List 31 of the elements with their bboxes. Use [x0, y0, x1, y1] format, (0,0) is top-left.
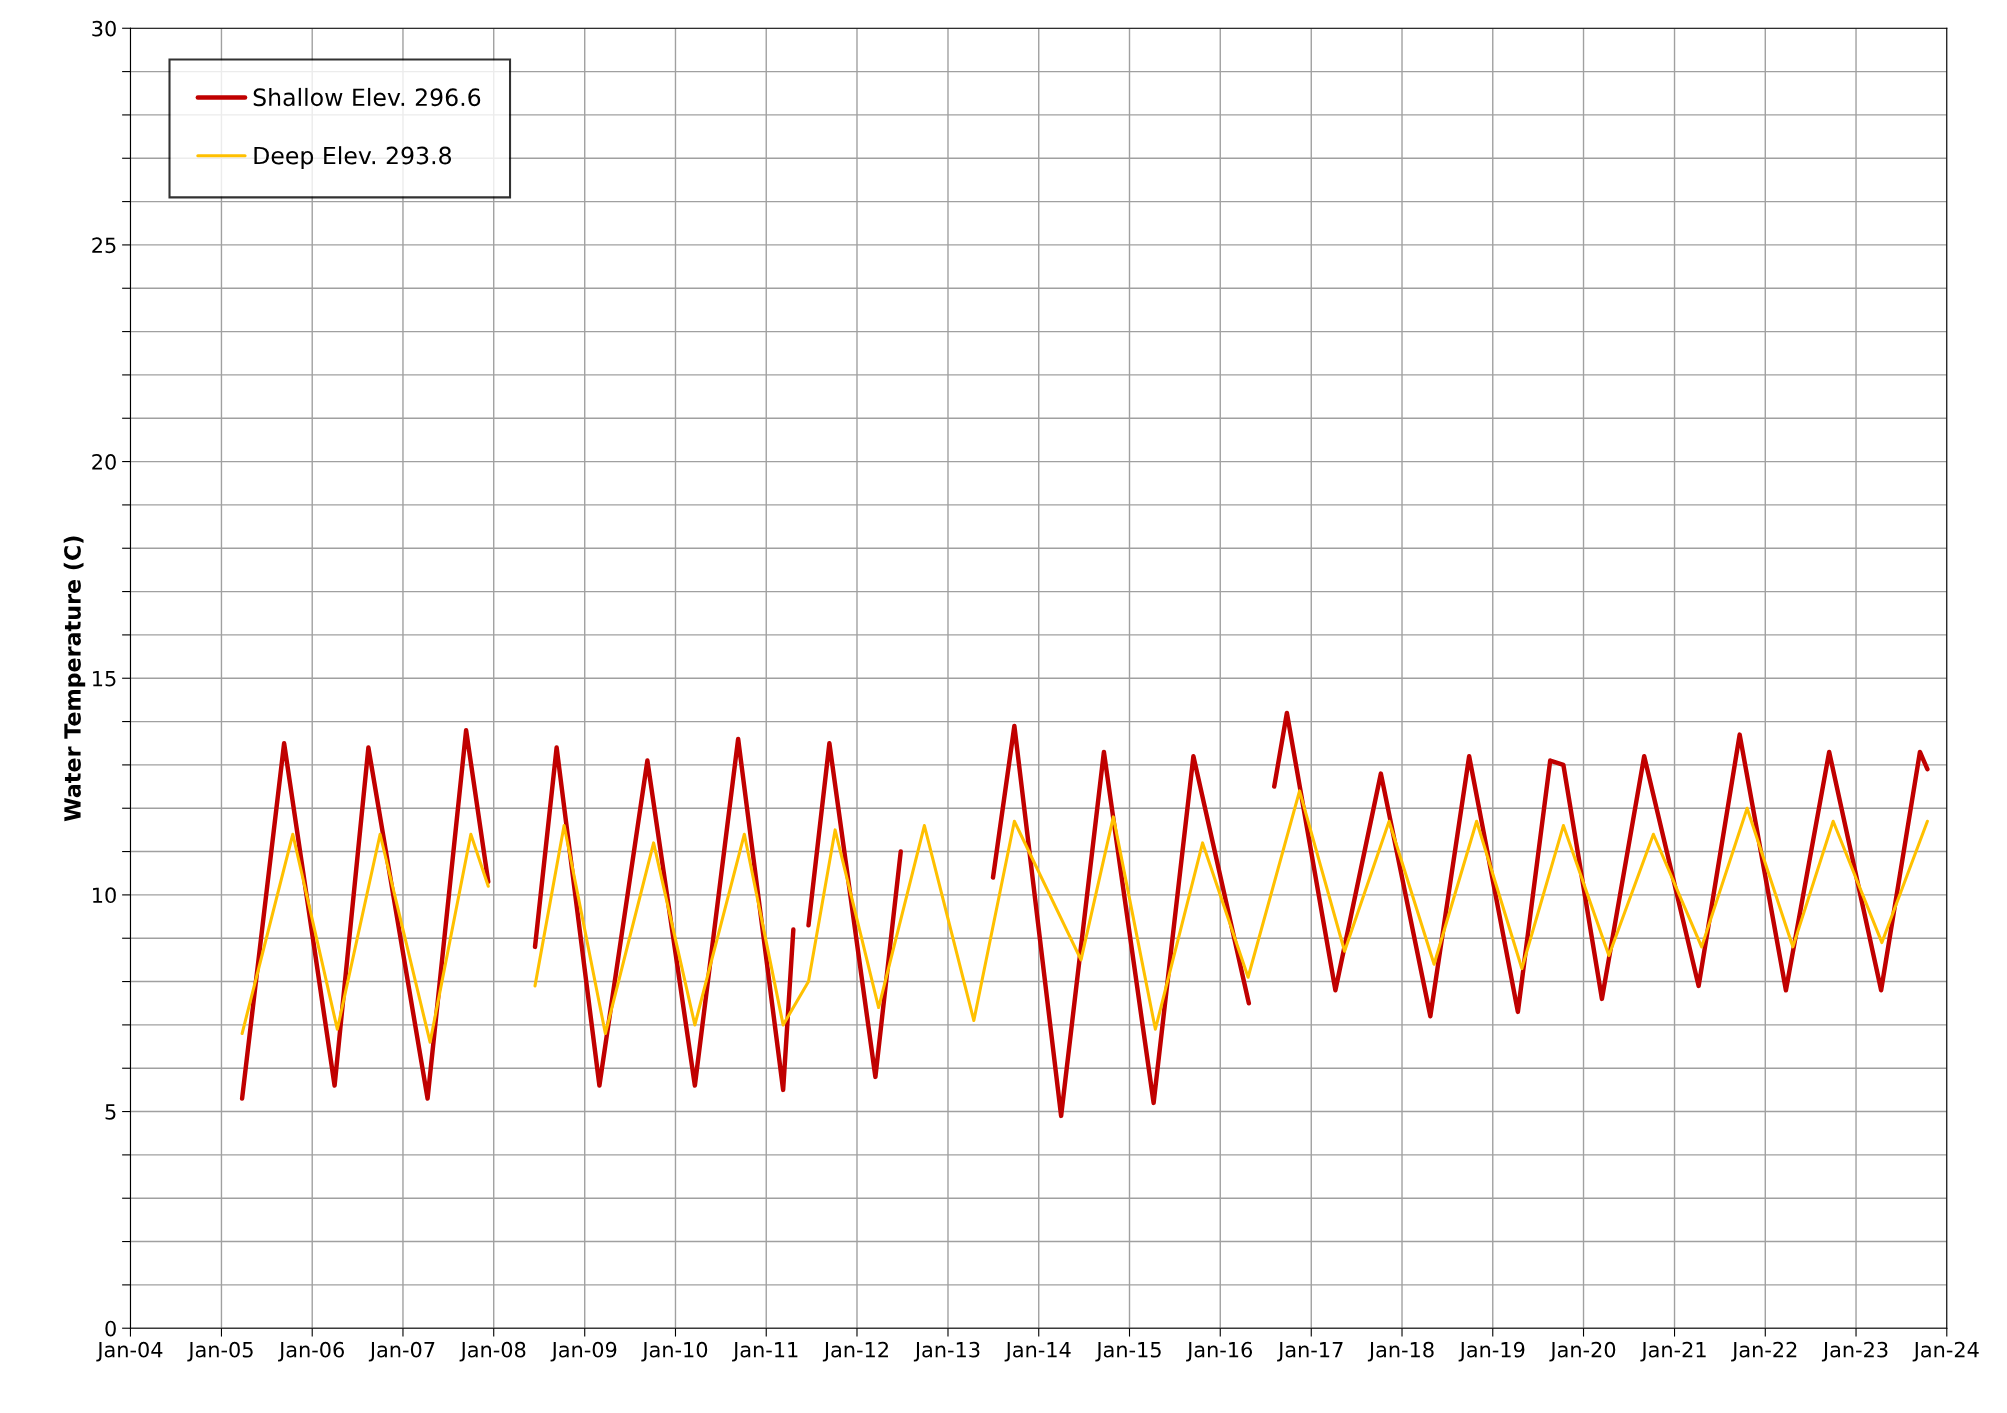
legend-label: Deep Elev. 293.8	[254, 146, 452, 170]
y-tick-label: 25	[92, 237, 116, 254]
y-tick-label: 30	[92, 20, 116, 37]
x-tick-label: Jan-12	[822, 1341, 888, 1362]
x-tick-label: Jan-06	[278, 1341, 344, 1362]
x-tick-label: Jan-09	[550, 1341, 617, 1362]
x-tick-label: Jan-10	[641, 1341, 708, 1362]
x-tick-label: Jan-14	[1004, 1342, 1071, 1362]
x-tick-label: Jan-21	[1640, 1341, 1706, 1362]
y-tick-label: 20	[92, 454, 116, 470]
y-tick-label: 0	[105, 1320, 116, 1337]
x-tick-label: Jan-05	[187, 1341, 253, 1362]
x-tick-label: Jan-17	[1277, 1342, 1343, 1362]
x-tick-label: Jan-20	[1549, 1341, 1616, 1362]
x-tick-label: Jan-24	[1912, 1341, 1979, 1362]
x-tick-label: Jan-22	[1731, 1341, 1797, 1362]
x-tick-label: Jan-19	[1458, 1341, 1525, 1362]
x-tick-label: Jan-16	[1186, 1341, 1253, 1362]
x-tick-label: Jan-13	[913, 1341, 980, 1362]
y-tick-label: 5	[105, 1104, 116, 1120]
x-tick-label: Jan-15	[1095, 1342, 1161, 1362]
y-tick-label: 10	[93, 887, 116, 904]
y-tick-label: 15	[93, 670, 116, 687]
x-tick-label: Jan-23	[1821, 1341, 1888, 1362]
x-tick-label: Jan-08	[459, 1341, 526, 1362]
legend-label: Shallow Elev. 296.6	[253, 87, 481, 107]
y-axis-title: Water Temperature (C)	[63, 536, 86, 822]
x-tick-label: Jan-07	[368, 1341, 435, 1362]
x-tick-label: Jan-11	[732, 1342, 798, 1362]
x-tick-label: Jan-04	[96, 1341, 163, 1362]
x-tick-label: Jan-18	[1367, 1341, 1434, 1362]
